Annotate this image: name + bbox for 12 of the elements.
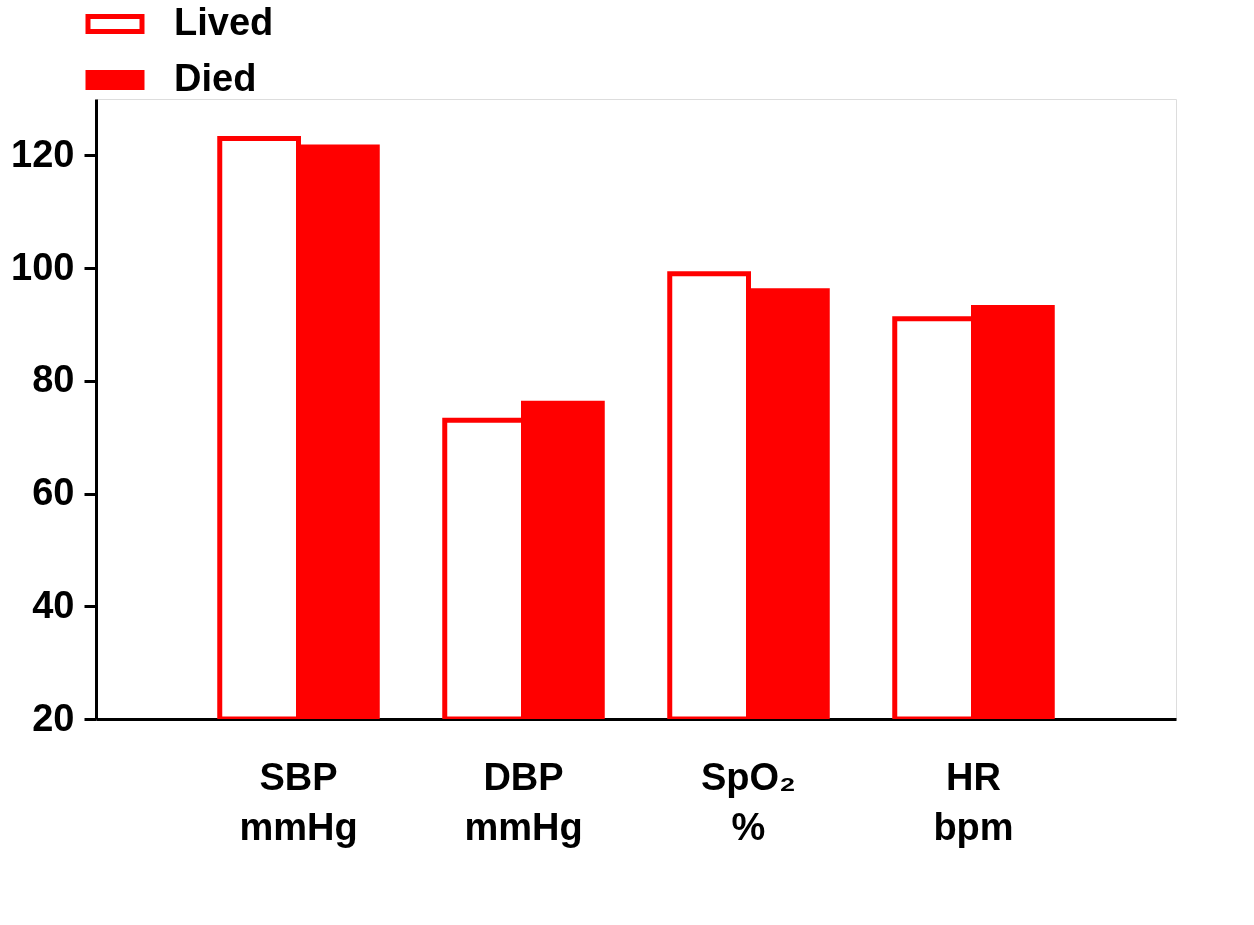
x-tick-label: SpO₂ % bbox=[701, 755, 796, 848]
y-tick-label: 20 bbox=[32, 696, 75, 739]
y-tick-label: 100 bbox=[11, 245, 75, 288]
legend-label: Died bbox=[174, 57, 257, 99]
y-tick-label: 60 bbox=[32, 471, 75, 514]
x-tick-label: DBP mmHg bbox=[464, 755, 583, 848]
y-tick-label: 80 bbox=[32, 358, 75, 401]
y-tick-label: 120 bbox=[11, 132, 75, 175]
x-tick-label: SBP mmHg bbox=[239, 755, 358, 848]
legend-label: Lived bbox=[174, 1, 274, 43]
x-tick-label: HR bpm bbox=[933, 755, 1014, 848]
y-tick-label: 40 bbox=[32, 583, 75, 626]
